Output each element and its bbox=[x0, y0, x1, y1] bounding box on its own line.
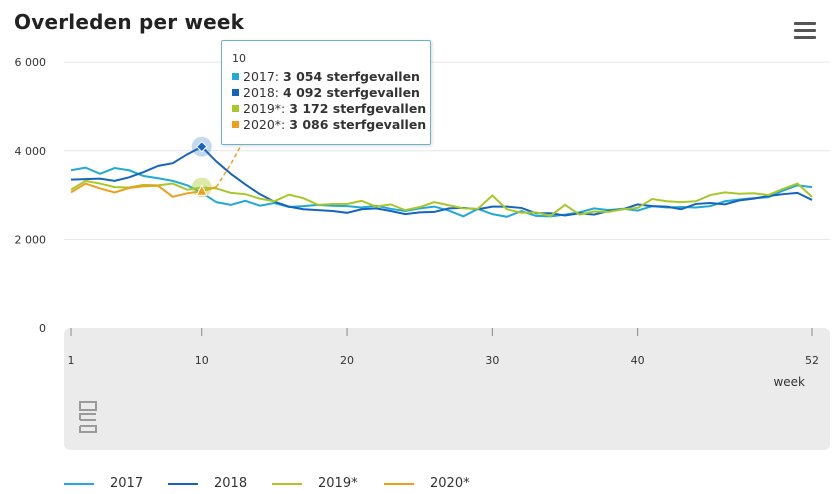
legend-label: 2020* bbox=[430, 476, 470, 491]
legend-line-2019 bbox=[272, 482, 302, 485]
legend-line-2018 bbox=[168, 482, 198, 485]
chart-tooltip: 10 2017: 3 054 sterfgevallen 2018: 4 092… bbox=[221, 40, 431, 145]
y-tick-label: 6 000 bbox=[15, 56, 47, 69]
tooltip-label: 2018: bbox=[243, 85, 280, 100]
x-tick-label: 10 bbox=[195, 354, 209, 367]
tooltip-header: 10 bbox=[232, 52, 246, 65]
tooltip-label: 2020*: bbox=[243, 117, 286, 132]
cbs-logo-icon bbox=[79, 401, 97, 433]
legend-label: 2018 bbox=[214, 476, 248, 491]
x-axis-label: week bbox=[773, 375, 805, 389]
tooltip-label: 2017: bbox=[243, 69, 280, 84]
legend-item-2020[interactable]: 2020* bbox=[384, 476, 470, 491]
series-line-2020 bbox=[70, 182, 217, 198]
swatch-2019 bbox=[232, 105, 239, 112]
tooltip-value: 4 092 sterfgevallen bbox=[283, 85, 420, 100]
legend-item-2018[interactable]: 2018 bbox=[168, 476, 247, 491]
x-axis-band bbox=[64, 328, 830, 450]
tooltip-row-2020: 2020*: 3 086 sterfgevallen bbox=[232, 117, 426, 132]
tooltip-label: 2019*: bbox=[243, 101, 286, 116]
x-tick-label: 52 bbox=[805, 354, 819, 367]
swatch-2020 bbox=[232, 121, 239, 128]
swatch-2018 bbox=[232, 89, 239, 96]
highlight-marker-2018 bbox=[196, 140, 208, 153]
highlight-marker-2020 bbox=[195, 184, 208, 196]
tooltip-value: 3 086 sterfgevallen bbox=[289, 117, 427, 132]
legend-label: 2017 bbox=[110, 476, 144, 491]
y-tick-label: 2 000 bbox=[15, 233, 47, 246]
y-tick-label: 4 000 bbox=[15, 145, 47, 158]
legend-item-2019[interactable]: 2019* bbox=[272, 476, 358, 491]
chart-title: Overleden per week bbox=[14, 10, 245, 34]
swatch-2017 bbox=[232, 73, 239, 80]
x-tick-label: 30 bbox=[485, 354, 499, 367]
legend-item-2017[interactable]: 2017 bbox=[64, 476, 143, 491]
tooltip-row-2019: 2019*: 3 172 sterfgevallen bbox=[232, 101, 426, 116]
tooltip-row-2017: 2017: 3 054 sterfgevallen bbox=[232, 69, 420, 84]
series-line-2018 bbox=[70, 145, 813, 217]
series-line-2020-projection bbox=[215, 137, 247, 188]
series-line-2019 bbox=[70, 179, 813, 217]
legend-label: 2019* bbox=[318, 476, 358, 491]
tooltip-row-2018: 2018: 4 092 sterfgevallen bbox=[232, 85, 420, 100]
x-tick-label: 40 bbox=[631, 354, 645, 367]
legend-line-2020 bbox=[384, 482, 414, 485]
tooltip-value: 3 172 sterfgevallen bbox=[289, 101, 427, 116]
x-tick-label: 1 bbox=[68, 354, 75, 367]
y-tick-label: 0 bbox=[39, 322, 46, 335]
tooltip-value: 3 054 sterfgevallen bbox=[283, 69, 420, 84]
legend-line-2017 bbox=[64, 482, 94, 485]
x-tick-label: 20 bbox=[340, 354, 354, 367]
hamburger-menu-icon[interactable] bbox=[794, 22, 816, 40]
chart-legend: 2017 2018 2019* 2020* bbox=[0, 476, 839, 494]
